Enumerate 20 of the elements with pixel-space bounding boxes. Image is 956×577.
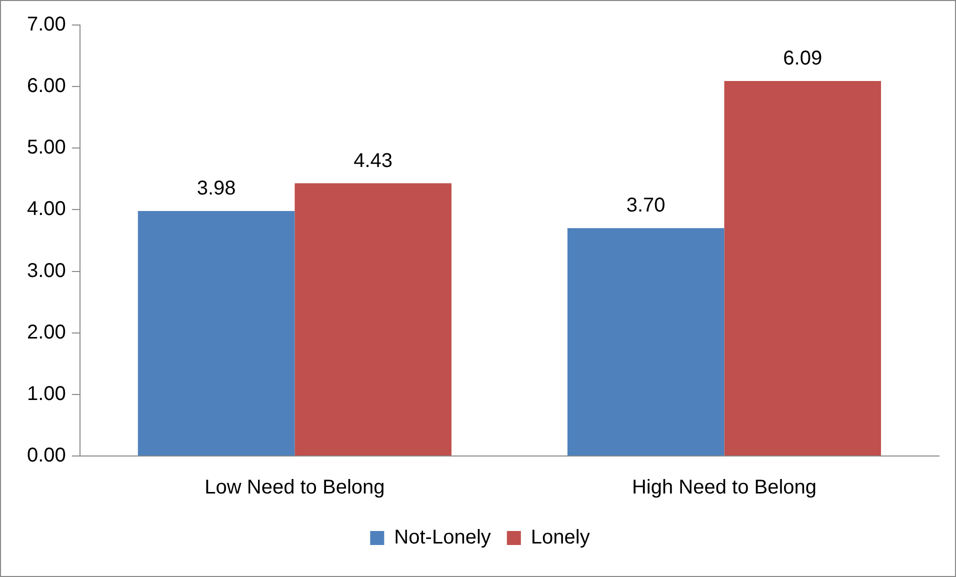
- x-tick-label: High Need to Belong: [632, 476, 817, 499]
- y-tick-label: 7.00: [26, 14, 66, 36]
- bar: [567, 228, 724, 456]
- x-tick-label: Low Need to Belong: [204, 476, 385, 499]
- legend-label: Not-Lonely: [394, 526, 491, 549]
- data-label: 3.98: [196, 177, 236, 200]
- y-tick-label: 2.00: [26, 321, 66, 344]
- bar: [724, 81, 882, 456]
- data-label: 3.70: [626, 194, 666, 217]
- y-tick-label: 0.00: [26, 444, 66, 467]
- legend-label: Lonely: [530, 526, 590, 549]
- data-label: 6.09: [783, 48, 822, 70]
- y-tick-label: 5.00: [26, 136, 66, 159]
- y-tick-label: 3.00: [26, 260, 66, 282]
- y-tick-label: 6.00: [26, 75, 66, 98]
- bar: [294, 183, 452, 456]
- y-tick-label: 4.00: [26, 198, 66, 220]
- y-tick-label: 1.00: [26, 382, 66, 405]
- bar: [138, 210, 295, 456]
- data-label: 4.43: [354, 150, 393, 172]
